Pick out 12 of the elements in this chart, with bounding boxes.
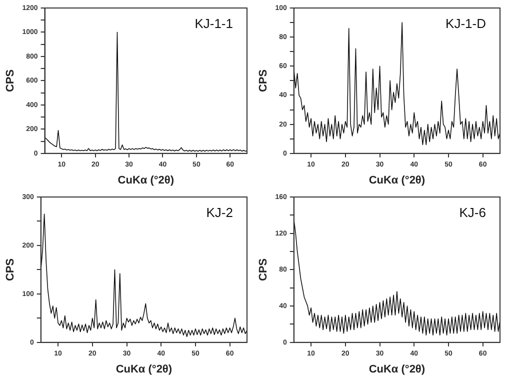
x-axis-title: CuKα (°2θ): [118, 174, 174, 186]
x-axis-title: CuKα (°2θ): [368, 363, 426, 376]
text: KJ-6: [459, 205, 486, 220]
x-axis-title: CuKα (°2θ): [116, 363, 172, 376]
text: KJ-2: [206, 205, 233, 220]
text: KJ-1-1: [194, 16, 233, 32]
text: KJ-1-D: [446, 16, 486, 32]
x-axis-title: CuKα (°2θ): [368, 174, 426, 186]
y-axis-title: CPS: [4, 69, 17, 92]
y-axis-title: CPS: [4, 258, 17, 282]
y-axis-title: CPS: [258, 69, 270, 92]
y-axis-title: CPS: [258, 258, 270, 282]
